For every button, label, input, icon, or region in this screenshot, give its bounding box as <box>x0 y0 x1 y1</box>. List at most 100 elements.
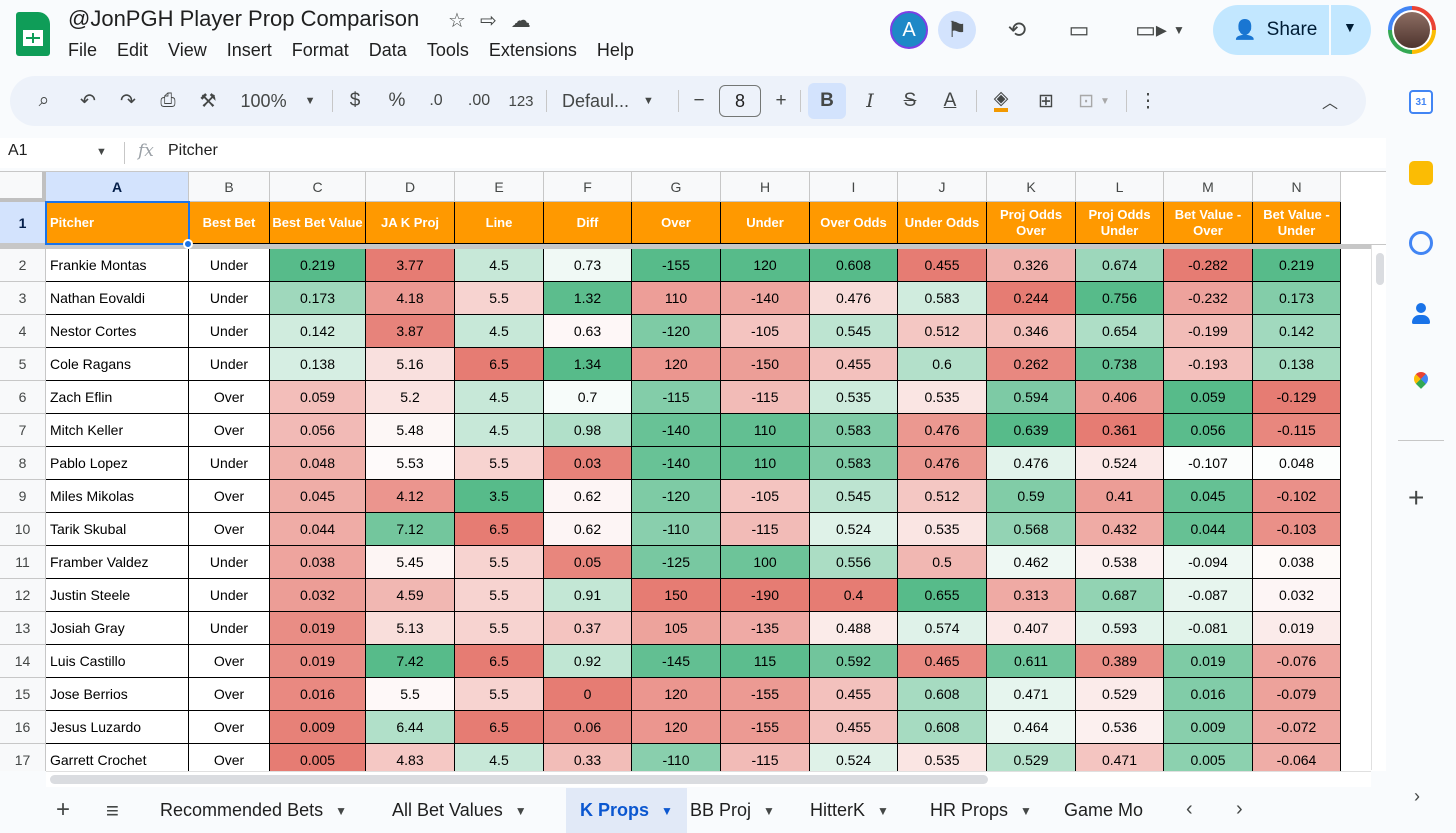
data-cell[interactable]: 1.32 <box>544 282 632 315</box>
chevron-down-icon[interactable]: ▼ <box>877 803 889 818</box>
header-cell-j[interactable]: Under Odds <box>898 202 987 244</box>
data-cell[interactable]: 0.535 <box>898 513 987 546</box>
column-header-j[interactable]: J <box>898 172 987 202</box>
data-cell[interactable]: 0.538 <box>1076 546 1164 579</box>
data-cell[interactable]: Under <box>189 447 270 480</box>
pitcher-cell[interactable]: Jesus Luzardo <box>46 711 189 744</box>
data-cell[interactable]: Under <box>189 249 270 282</box>
data-cell[interactable]: 0.019 <box>270 612 366 645</box>
data-cell[interactable]: 0.389 <box>1076 645 1164 678</box>
menu-tools[interactable]: Tools <box>426 40 469 60</box>
data-cell[interactable]: -0.087 <box>1164 579 1253 612</box>
data-cell[interactable]: 0.476 <box>898 414 987 447</box>
row-header-13[interactable]: 13 <box>0 612 46 645</box>
data-cell[interactable]: 0.594 <box>987 381 1076 414</box>
data-cell[interactable]: -0.103 <box>1253 513 1341 546</box>
column-header-l[interactable]: L <box>1076 172 1164 202</box>
pitcher-cell[interactable]: Miles Mikolas <box>46 480 189 513</box>
font-size-input[interactable]: 8 <box>719 85 761 117</box>
data-cell[interactable]: 0.545 <box>810 315 898 348</box>
data-cell[interactable]: 5.48 <box>366 414 455 447</box>
data-cell[interactable]: 0.654 <box>1076 315 1164 348</box>
row-header-16[interactable]: 16 <box>0 711 46 744</box>
data-cell[interactable]: 0.455 <box>898 249 987 282</box>
data-cell[interactable]: -115 <box>721 381 810 414</box>
pitcher-cell[interactable]: Jose Berrios <box>46 678 189 711</box>
data-cell[interactable]: 0.62 <box>544 480 632 513</box>
decrease-decimal-button[interactable]: .0 <box>429 92 443 109</box>
data-cell[interactable]: 0.476 <box>810 282 898 315</box>
maps-icon[interactable] <box>1409 372 1433 396</box>
data-cell[interactable]: 0.032 <box>1253 579 1341 612</box>
data-cell[interactable]: 0.009 <box>270 711 366 744</box>
data-cell[interactable]: 4.5 <box>455 744 544 771</box>
row-header-4[interactable]: 4 <box>0 315 46 348</box>
column-header-h[interactable]: H <box>721 172 810 202</box>
data-cell[interactable]: -0.107 <box>1164 447 1253 480</box>
decrease-font-size-icon[interactable]: − <box>693 90 705 111</box>
select-all-corner[interactable] <box>0 172 46 202</box>
data-cell[interactable]: 5.45 <box>366 546 455 579</box>
data-cell[interactable]: 0.06 <box>544 711 632 744</box>
data-cell[interactable]: 0.583 <box>810 414 898 447</box>
data-cell[interactable]: 0.016 <box>270 678 366 711</box>
currency-format-button[interactable]: $ <box>349 90 361 111</box>
sheet-tab[interactable]: BB Proj ▼ <box>690 788 775 833</box>
header-cell-a[interactable]: Pitcher <box>46 202 189 244</box>
increase-font-size-icon[interactable]: + <box>775 90 787 111</box>
data-cell[interactable]: 4.5 <box>455 249 544 282</box>
data-cell[interactable]: 0.005 <box>1164 744 1253 771</box>
data-cell[interactable]: Over <box>189 414 270 447</box>
data-cell[interactable]: 0.313 <box>987 579 1076 612</box>
data-cell[interactable]: -0.282 <box>1164 249 1253 282</box>
borders-icon[interactable]: ⊞ <box>1038 90 1054 112</box>
data-cell[interactable]: 0.655 <box>898 579 987 612</box>
row-header-12[interactable]: 12 <box>0 579 46 612</box>
data-cell[interactable]: -155 <box>632 249 721 282</box>
data-cell[interactable]: 0.556 <box>810 546 898 579</box>
sheet-tab[interactable]: HitterK ▼ <box>810 788 889 833</box>
row-header-1[interactable]: 1 <box>0 202 46 244</box>
data-cell[interactable]: 0.05 <box>544 546 632 579</box>
present-icon[interactable]: ⚑ <box>938 11 976 49</box>
chevron-down-icon[interactable]: ▼ <box>335 803 347 818</box>
data-cell[interactable]: 0.142 <box>1253 315 1341 348</box>
data-cell[interactable]: 0.219 <box>1253 249 1341 282</box>
data-cell[interactable]: 0.059 <box>270 381 366 414</box>
add-sheet-icon[interactable]: + <box>56 796 71 823</box>
more-options-icon[interactable]: ⋮ <box>1138 90 1158 112</box>
data-cell[interactable]: 110 <box>721 447 810 480</box>
video-call-icon[interactable]: ▭▸ ▼ <box>1135 17 1185 42</box>
data-cell[interactable]: 0.138 <box>270 348 366 381</box>
data-cell[interactable]: -115 <box>632 381 721 414</box>
data-cell[interactable]: 0.219 <box>270 249 366 282</box>
pitcher-cell[interactable]: Nestor Cortes <box>46 315 189 348</box>
chevron-down-icon[interactable]: ▼ <box>1020 803 1032 818</box>
data-cell[interactable]: 0.738 <box>1076 348 1164 381</box>
contacts-icon[interactable] <box>1409 302 1433 326</box>
data-cell[interactable]: -0.115 <box>1253 414 1341 447</box>
row-header-2[interactable]: 2 <box>0 249 46 282</box>
data-cell[interactable]: -145 <box>632 645 721 678</box>
data-cell[interactable]: 7.12 <box>366 513 455 546</box>
data-cell[interactable]: 0.173 <box>270 282 366 315</box>
data-cell[interactable]: Over <box>189 480 270 513</box>
data-cell[interactable]: 0.524 <box>810 744 898 771</box>
data-cell[interactable]: 3.87 <box>366 315 455 348</box>
sheet-tab[interactable]: Recommended Bets ▼ <box>160 788 347 833</box>
data-cell[interactable]: 5.2 <box>366 381 455 414</box>
data-cell[interactable]: 0.019 <box>270 645 366 678</box>
header-cell-g[interactable]: Over <box>632 202 721 244</box>
data-cell[interactable]: 120 <box>632 678 721 711</box>
column-header-i[interactable]: I <box>810 172 898 202</box>
data-cell[interactable]: 0.262 <box>987 348 1076 381</box>
data-cell[interactable]: 0.756 <box>1076 282 1164 315</box>
data-cell[interactable]: 5.5 <box>455 678 544 711</box>
data-cell[interactable]: -0.064 <box>1253 744 1341 771</box>
fill-color-icon[interactable]: ◈ <box>986 76 1016 126</box>
data-cell[interactable]: 0.361 <box>1076 414 1164 447</box>
data-cell[interactable]: 6.5 <box>455 348 544 381</box>
data-cell[interactable]: 0 <box>544 678 632 711</box>
data-cell[interactable]: Under <box>189 348 270 381</box>
column-header-b[interactable]: B <box>189 172 270 202</box>
